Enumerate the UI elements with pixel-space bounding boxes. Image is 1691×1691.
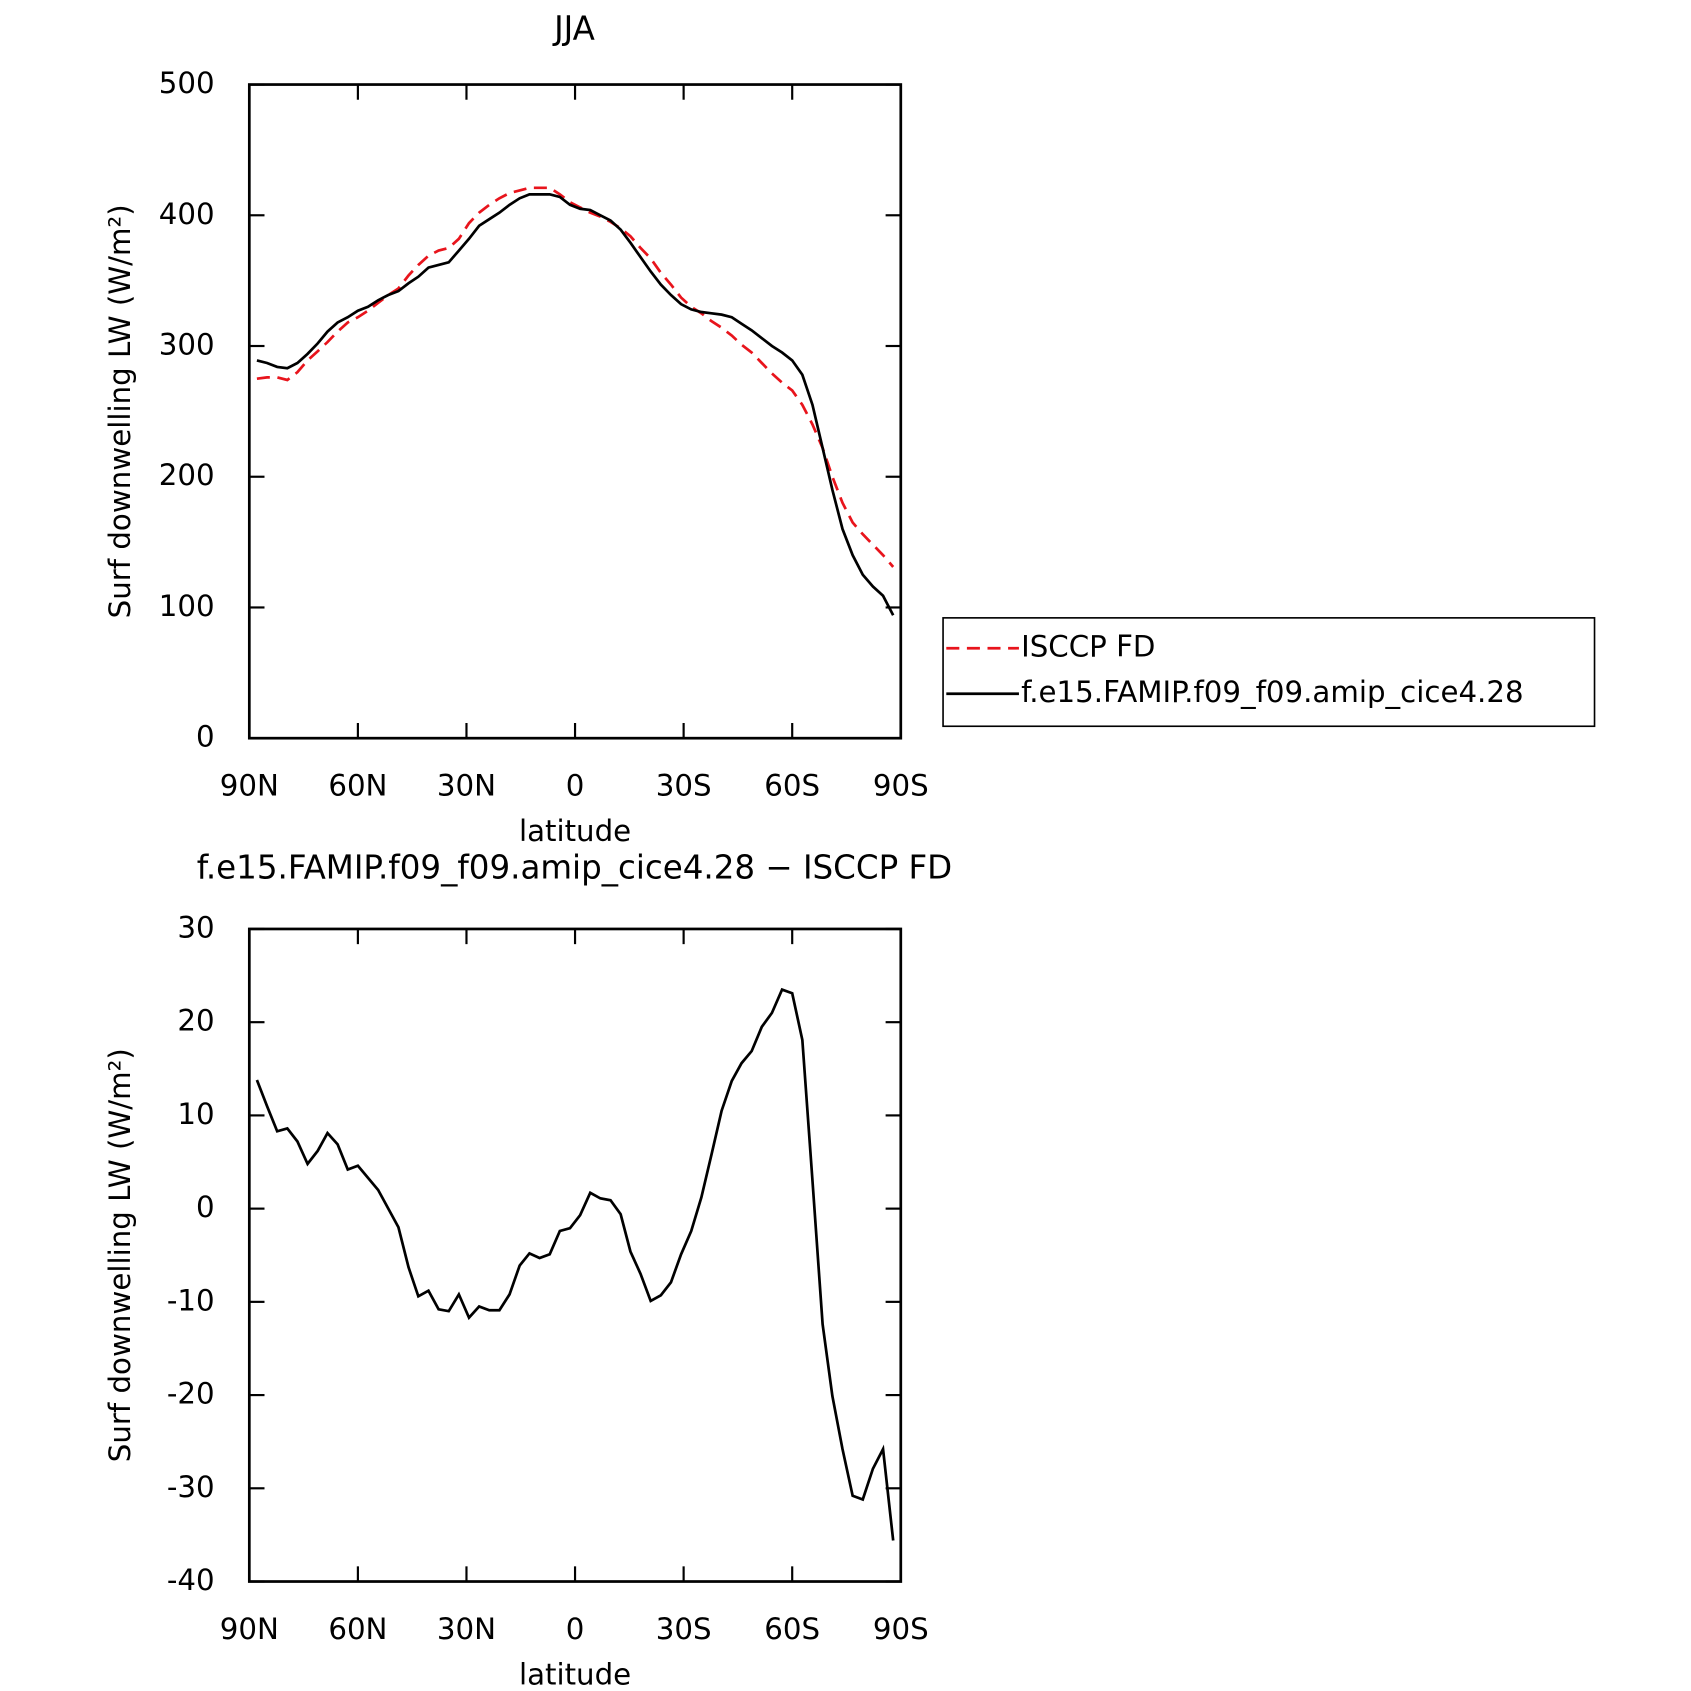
chart-title: f.e15.FAMIP.f09_f09.amip_cice4.28 − ISCC… [197,848,952,886]
x-tick-label: 60S [764,1612,820,1646]
chart-title: JJA [552,9,595,47]
y-tick-label: 0 [196,1190,215,1224]
legend-label: f.e15.FAMIP.f09_f09.amip_cice4.28 [1021,675,1523,709]
y-tick-label: -10 [167,1283,215,1317]
x-tick-label: 30S [656,768,712,802]
y-tick-label: -20 [167,1377,215,1411]
y-tick-label: -40 [167,1563,215,1597]
x-axis-label: latitude [519,814,631,848]
legend-box [942,617,1596,728]
y-axis-label: Surf downwelling LW (W/m²) [103,1048,137,1462]
legend-label: ISCCP FD [1021,630,1155,664]
data-line [256,186,895,568]
y-tick-label: -30 [167,1470,215,1504]
x-axis-label: latitude [519,1657,631,1691]
x-tick-label: 90S [873,1612,929,1646]
x-tick-label: 0 [566,1612,585,1646]
x-tick-label: 90S [873,768,929,802]
plot-frame [247,83,903,740]
x-tick-label: 60N [328,1612,387,1646]
y-tick-label: 0 [196,720,215,754]
x-tick-label: 0 [566,768,585,802]
data-line [256,193,895,616]
x-tick-label: 30N [437,1612,496,1646]
y-tick-label: 100 [159,589,215,623]
x-tick-label: 90N [220,1612,279,1646]
y-axis-label: Surf downwelling LW (W/m²) [103,204,137,618]
y-tick-label: 400 [159,197,215,231]
y-tick-label: 200 [159,458,215,492]
data-line [255,987,895,1541]
y-tick-label: 20 [177,1004,214,1038]
y-tick-label: 30 [177,910,214,944]
x-tick-label: 60N [328,768,387,802]
x-tick-label: 60S [764,768,820,802]
y-tick-label: 500 [159,66,215,100]
x-tick-label: 30N [437,768,496,802]
y-tick-label: 300 [159,328,215,362]
y-tick-label: 10 [177,1097,214,1131]
x-tick-label: 90N [220,768,279,802]
plot-frame [247,927,903,1583]
x-tick-label: 30S [656,1612,712,1646]
